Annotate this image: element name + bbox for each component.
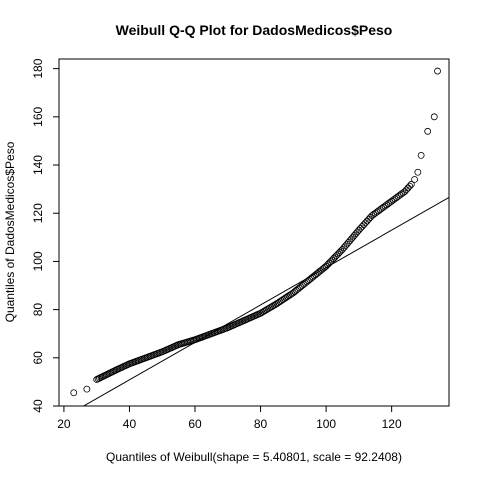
data-point bbox=[362, 219, 369, 227]
x-tick-label: 20 bbox=[57, 417, 71, 431]
y-tick-label: 80 bbox=[31, 303, 45, 317]
y-tick-label: 160 bbox=[31, 107, 45, 127]
data-point bbox=[404, 184, 412, 192]
y-tick-label: 60 bbox=[31, 351, 45, 365]
y-tick-label: 100 bbox=[31, 251, 45, 271]
data-point bbox=[360, 221, 368, 229]
data-point bbox=[83, 385, 91, 393]
reference-line bbox=[83, 196, 449, 406]
x-tick-label: 80 bbox=[254, 417, 268, 431]
x-axis: 20 40 60 80 100 120 bbox=[57, 406, 402, 431]
data-point bbox=[406, 182, 414, 190]
x-axis-label: Quantiles of Weibull(shape = 5.40801, sc… bbox=[106, 450, 402, 464]
y-tick-label: 120 bbox=[31, 203, 45, 223]
data-point bbox=[407, 180, 415, 188]
x-tick-label: 40 bbox=[123, 417, 137, 431]
y-tick-label: 140 bbox=[31, 155, 45, 175]
data-points bbox=[70, 67, 441, 397]
y-axis-label: Quantiles of DadosMedicos$Peso bbox=[3, 141, 17, 322]
data-point bbox=[417, 151, 425, 159]
y-tick-label: 180 bbox=[31, 58, 45, 78]
data-point bbox=[424, 127, 432, 135]
x-tick-label: 100 bbox=[316, 417, 336, 431]
x-tick-label: 120 bbox=[382, 417, 402, 431]
chart-title: Weibull Q-Q Plot for DadosMedicos$Peso bbox=[116, 22, 393, 38]
plot-box bbox=[58, 58, 450, 407]
data-point bbox=[365, 215, 373, 223]
data-point bbox=[357, 224, 364, 232]
x-tick-label: 60 bbox=[188, 417, 202, 431]
data-point bbox=[358, 223, 366, 230]
y-tick-label: 40 bbox=[31, 399, 45, 413]
data-point bbox=[411, 176, 418, 183]
data-point bbox=[430, 113, 438, 121]
data-point bbox=[363, 217, 371, 225]
data-point bbox=[414, 168, 422, 176]
data-point bbox=[70, 389, 78, 397]
data-point bbox=[434, 67, 441, 75]
y-axis: 40 60 80 100 120 140 160 180 bbox=[31, 58, 59, 413]
